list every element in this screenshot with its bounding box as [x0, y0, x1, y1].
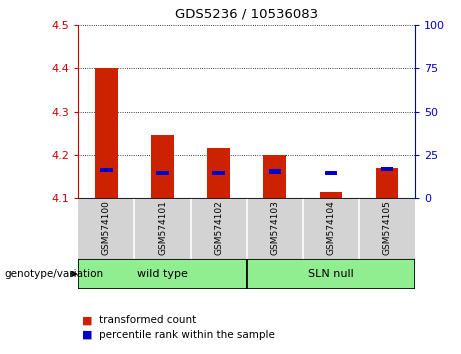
Bar [95, 68, 118, 198]
Text: GSM574102: GSM574102 [214, 200, 223, 255]
Bar [263, 155, 286, 198]
Text: genotype/variation: genotype/variation [5, 269, 104, 279]
Text: ■: ■ [83, 315, 93, 325]
Bar [100, 168, 112, 172]
Bar [156, 171, 169, 175]
Text: wild type: wild type [137, 269, 188, 279]
Text: percentile rank within the sample: percentile rank within the sample [99, 330, 275, 339]
Text: ■: ■ [83, 330, 93, 339]
Bar [213, 171, 225, 175]
Text: GSM574104: GSM574104 [326, 200, 335, 255]
Text: GSM574103: GSM574103 [270, 200, 279, 255]
Bar [78, 259, 247, 289]
Bar [207, 148, 230, 198]
Text: GSM574100: GSM574100 [102, 200, 111, 255]
Bar [268, 169, 281, 173]
Text: GSM574105: GSM574105 [382, 200, 391, 255]
Text: transformed count: transformed count [99, 315, 196, 325]
Bar [319, 192, 342, 198]
Bar [381, 167, 393, 171]
Text: GSM574101: GSM574101 [158, 200, 167, 255]
Bar [376, 168, 398, 198]
Title: GDS5236 / 10536083: GDS5236 / 10536083 [175, 8, 318, 21]
Bar [151, 135, 174, 198]
Text: SLN null: SLN null [308, 269, 354, 279]
Bar [325, 171, 337, 175]
Bar [247, 259, 415, 289]
